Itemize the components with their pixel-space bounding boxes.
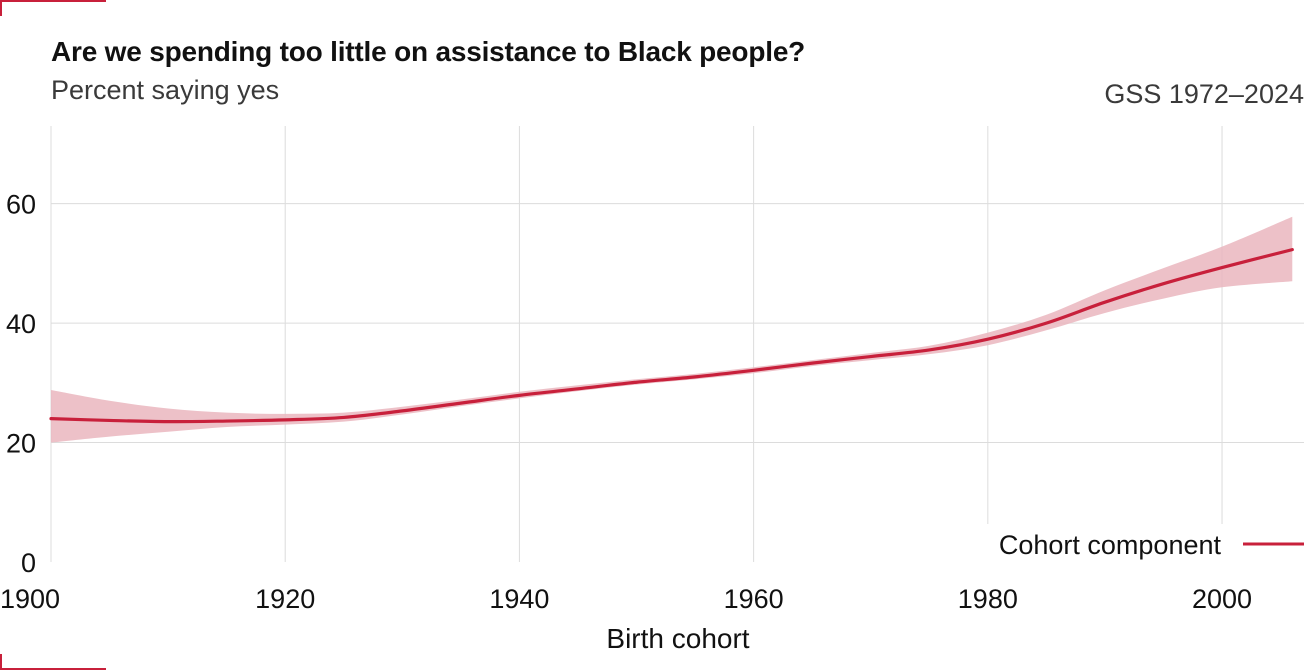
x-tick-label: 1980 [958, 584, 1018, 614]
x-axis-ticks: 1900 1920 1940 1960 1980 2000 [0, 584, 1252, 614]
x-tick-label: 2000 [1192, 584, 1252, 614]
gridlines [50, 126, 1304, 562]
source-note: GSS 1972–2024 [1104, 79, 1304, 109]
confidence-band [51, 216, 1293, 443]
frame-corner-top [0, 0, 106, 2]
legend-label: Cohort component [999, 530, 1222, 560]
confidence-band-layer [51, 216, 1293, 443]
frame-corner-bottom-vertical [0, 654, 2, 670]
y-tick-label: 0 [21, 548, 36, 578]
y-axis-ticks: 0 20 40 60 [6, 190, 36, 578]
series-line [49, 248, 1294, 424]
chart-subtitle: Percent saying yes [51, 75, 280, 105]
x-tick-label: 1900 [0, 584, 60, 614]
frame-corner-top-vertical [0, 0, 2, 16]
y-tick-label: 20 [6, 429, 36, 459]
x-tick-label: 1940 [489, 584, 549, 614]
y-tick-label: 60 [6, 190, 36, 220]
series-line-layer [49, 248, 1294, 424]
y-tick-label: 40 [6, 309, 36, 339]
x-tick-label: 1960 [724, 584, 784, 614]
x-axis-title: Birth cohort [606, 623, 749, 654]
legend-background [962, 524, 1304, 568]
legend: Cohort component [962, 524, 1304, 568]
frame-corner-bottom [0, 668, 106, 670]
x-tick-label: 1920 [255, 584, 315, 614]
chart-title: Are we spending too little on assistance… [51, 36, 806, 67]
